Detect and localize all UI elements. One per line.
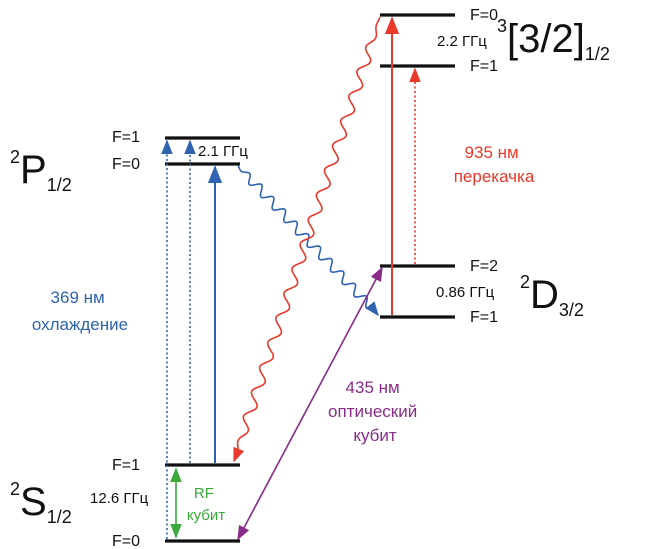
splitting-s: 12.6 ГГц xyxy=(90,490,149,507)
state-label-s: 2S1/2 xyxy=(10,479,72,527)
splitting-p: 2.1 ГГц xyxy=(198,143,248,160)
f-label-b-upper: F=0 xyxy=(470,7,498,24)
f-label-s-lower: F=0 xyxy=(112,533,140,549)
rf-qubit-label: RF кубит xyxy=(187,485,225,524)
decay-wavy-p-to-d xyxy=(237,165,379,317)
state-label-d: 2D3/2 xyxy=(520,272,584,320)
splitting-b: 2.2 ГГц xyxy=(437,33,487,50)
f-label-s-upper: F=1 xyxy=(112,457,140,474)
splitting-d: 0.86 ГГц xyxy=(436,284,495,301)
f-label-p-upper: F=1 xyxy=(112,129,140,146)
optical-qubit-label: 435 нм оптический кубит xyxy=(328,378,422,445)
f-label-b-lower: F=1 xyxy=(470,58,498,75)
optical-qubit-arrow xyxy=(237,266,383,541)
f-label-d-upper: F=2 xyxy=(470,258,498,275)
repump-label: 935 нм перекачка xyxy=(454,143,535,186)
state-label-p: 2P1/2 xyxy=(10,147,72,195)
f-label-p-lower: F=0 xyxy=(112,156,140,173)
state-label-b: 3[3/2]1/2 xyxy=(497,16,610,64)
f-label-d-lower: F=1 xyxy=(470,309,498,326)
cooling-label: 369 нм охлаждение xyxy=(32,288,128,334)
